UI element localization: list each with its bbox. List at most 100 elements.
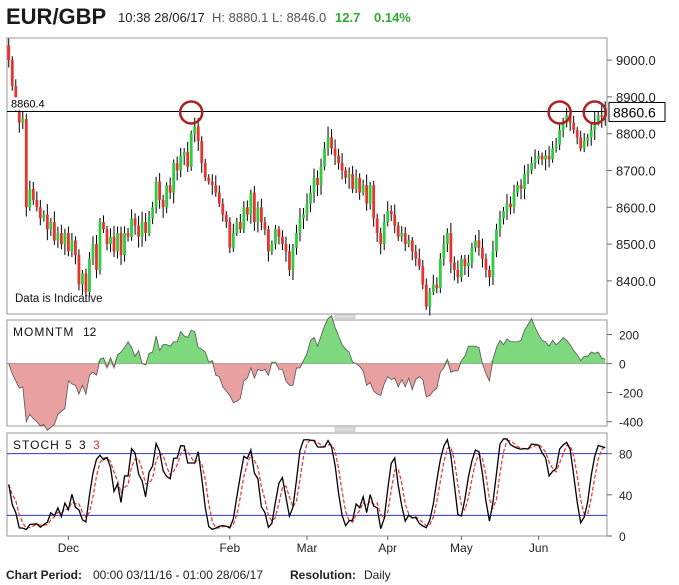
x-tick-label: May bbox=[450, 541, 473, 555]
candle bbox=[568, 115, 572, 123]
candle bbox=[302, 214, 305, 219]
candle bbox=[81, 273, 84, 285]
candle bbox=[245, 207, 249, 215]
candle bbox=[456, 269, 460, 278]
chart-header: EUR/GBP 10:38 28/06/17 H: 8880.1 L: 8846… bbox=[0, 0, 679, 34]
candle bbox=[372, 185, 376, 219]
candle bbox=[298, 218, 302, 234]
x-tick-label: Dec bbox=[58, 541, 79, 555]
candle bbox=[533, 159, 537, 164]
candle bbox=[544, 155, 547, 160]
candle bbox=[270, 244, 274, 252]
candle bbox=[17, 104, 21, 123]
candle bbox=[449, 233, 453, 263]
stochastic-tick-label: 0 bbox=[619, 530, 626, 544]
candle bbox=[435, 284, 439, 289]
candle bbox=[49, 222, 53, 230]
candle bbox=[179, 155, 183, 171]
momentum-positive-area bbox=[8, 315, 606, 364]
change-value: 12.7 bbox=[335, 10, 361, 25]
candle bbox=[305, 203, 309, 215]
resistance-label: 8860.4 bbox=[11, 98, 45, 110]
candle bbox=[144, 222, 147, 234]
price-panel bbox=[6, 37, 608, 315]
change-percent: 0.14% bbox=[374, 10, 411, 25]
stochastic-tick-label: 40 bbox=[619, 489, 633, 503]
highlight-circle bbox=[582, 100, 607, 125]
last-price-box bbox=[608, 101, 666, 122]
candle bbox=[277, 229, 281, 237]
candle bbox=[463, 258, 467, 267]
momentum-panel bbox=[6, 319, 608, 427]
stochastic-param-slow: 3 bbox=[79, 438, 86, 452]
candle bbox=[14, 85, 18, 105]
candle bbox=[410, 240, 414, 252]
candle bbox=[491, 251, 495, 278]
candle bbox=[382, 222, 386, 245]
candle bbox=[484, 258, 488, 270]
period-label: Chart Period: bbox=[6, 568, 83, 582]
candle bbox=[116, 233, 119, 252]
candle bbox=[123, 233, 126, 256]
candle bbox=[7, 45, 11, 61]
candle bbox=[470, 247, 474, 263]
candle bbox=[217, 192, 221, 204]
resistance-label-bg bbox=[8, 97, 48, 111]
candle bbox=[481, 247, 484, 259]
candle bbox=[586, 137, 590, 142]
candle bbox=[119, 233, 123, 256]
candle bbox=[140, 222, 144, 237]
stochastic-d-line bbox=[8, 439, 606, 530]
candle bbox=[495, 229, 498, 252]
candle bbox=[35, 199, 39, 208]
highlight-circle bbox=[547, 100, 572, 125]
candle bbox=[24, 118, 28, 208]
candle bbox=[393, 214, 397, 226]
candle bbox=[28, 188, 32, 208]
candle bbox=[10, 60, 14, 86]
candle bbox=[63, 233, 67, 245]
candle bbox=[281, 236, 284, 245]
candle bbox=[284, 244, 288, 252]
candle bbox=[95, 244, 98, 270]
candle bbox=[526, 170, 530, 175]
candle bbox=[67, 233, 70, 252]
candle bbox=[323, 148, 326, 167]
candle bbox=[210, 181, 214, 186]
candle bbox=[207, 177, 211, 182]
candle bbox=[561, 122, 565, 130]
candle bbox=[235, 222, 239, 234]
candle bbox=[109, 236, 112, 245]
candle bbox=[221, 203, 225, 215]
candle bbox=[537, 155, 540, 160]
candle bbox=[77, 255, 81, 285]
candle bbox=[126, 233, 130, 237]
x-tick-label: Mar bbox=[297, 541, 318, 555]
candle bbox=[452, 262, 456, 270]
momentum-negative-area bbox=[8, 363, 606, 431]
candle bbox=[509, 203, 512, 208]
candle bbox=[31, 188, 35, 200]
candle bbox=[575, 130, 579, 138]
candle bbox=[316, 177, 319, 186]
candle bbox=[431, 284, 435, 292]
candle bbox=[488, 269, 491, 278]
candle bbox=[161, 199, 165, 208]
momentum-tick-label: 0 bbox=[619, 358, 626, 372]
symbol-title: EUR/GBP bbox=[6, 4, 107, 29]
momentum-tick-label: -400 bbox=[619, 416, 643, 430]
candle bbox=[256, 207, 260, 222]
candle bbox=[175, 163, 179, 171]
candle bbox=[579, 137, 583, 149]
resolution-value: Daily bbox=[364, 568, 391, 582]
high-value: H: 8880.1 bbox=[212, 10, 269, 25]
candle bbox=[477, 240, 481, 248]
candle bbox=[56, 233, 60, 241]
candle bbox=[105, 229, 109, 245]
candle bbox=[112, 236, 116, 252]
candle bbox=[565, 115, 569, 123]
momentum-param: 12 bbox=[83, 325, 97, 339]
chart-footer: Chart Period: 00:00 03/11/16 - 01:00 28/… bbox=[0, 566, 679, 585]
stochastic-param-d: 3 bbox=[93, 438, 100, 452]
candle bbox=[554, 144, 558, 149]
